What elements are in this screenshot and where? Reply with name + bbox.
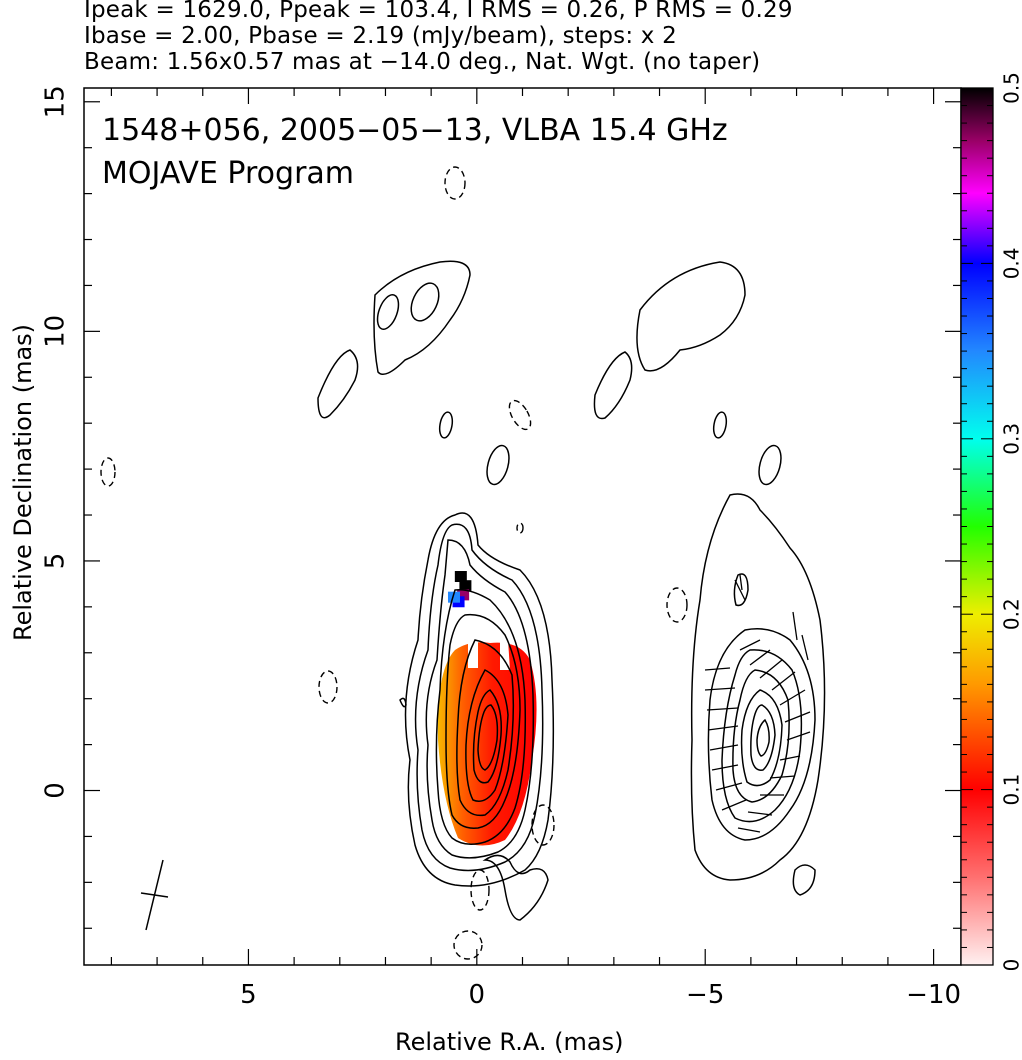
x-tick-label: −10: [906, 980, 961, 1010]
contours-right: [593, 261, 826, 896]
y-tick-label: 5: [41, 553, 71, 570]
contours-left: [317, 260, 555, 921]
y-tick-label: 0: [41, 782, 71, 799]
y-tick-label: 15: [41, 85, 71, 118]
colorbar-tick-label: 0.4: [1000, 247, 1022, 279]
x-tick-label: 5: [240, 980, 257, 1010]
negative-contours-left: [100, 166, 555, 960]
colorbar-tick-label: 0.1: [1000, 774, 1022, 806]
colorbar-tick-label: 0: [1000, 959, 1022, 972]
axis-ticks: [84, 88, 961, 965]
knot-pixel: [447, 591, 460, 603]
header-line-peaks: Ipeak = 1629.0, Ppeak = 103.4, I RMS = 0…: [84, 0, 793, 23]
header-line-base: Ibase = 2.00, Pbase = 2.19 (mJy/beam), s…: [84, 23, 677, 49]
header-line-beam: Beam: 1.56x0.57 mas at −14.0 deg., Nat. …: [84, 49, 761, 75]
colorbar-tick-labels: 0 0.1 0.2 0.3 0.4 0.5: [1000, 72, 1022, 971]
plot-title: 1548+056, 2005−05−13, VLBA 15.4 GHz: [102, 113, 728, 148]
colorbar-ticks: [961, 87, 993, 966]
negative-contours-right: [666, 587, 688, 623]
polarization-fraction-image: [437, 640, 537, 846]
polarization-knot: [447, 571, 472, 608]
plot-subtitle: MOJAVE Program: [102, 156, 354, 191]
colorbar-tick-label: 0.2: [1000, 598, 1022, 630]
y-axis-label: Relative Declination (mas): [9, 323, 37, 641]
knot-pixel: [459, 580, 472, 592]
evpa-vectors: [704, 574, 811, 833]
colorbar-tick-label: 0.5: [1000, 72, 1022, 104]
axis-tick-labels: 5 0 −5 −10 0 5 10 15: [41, 85, 962, 1010]
y-tick-label: 10: [41, 315, 71, 348]
knot-pixel: [454, 571, 467, 583]
x-tick-label: 0: [469, 980, 486, 1010]
colorbar-tick-label: 0.3: [1000, 423, 1022, 455]
x-axis-label: Relative R.A. (mas): [395, 1028, 624, 1056]
knot-pixel: [457, 589, 470, 601]
beam-cross: [140, 859, 169, 931]
x-tick-label: −5: [686, 980, 724, 1010]
